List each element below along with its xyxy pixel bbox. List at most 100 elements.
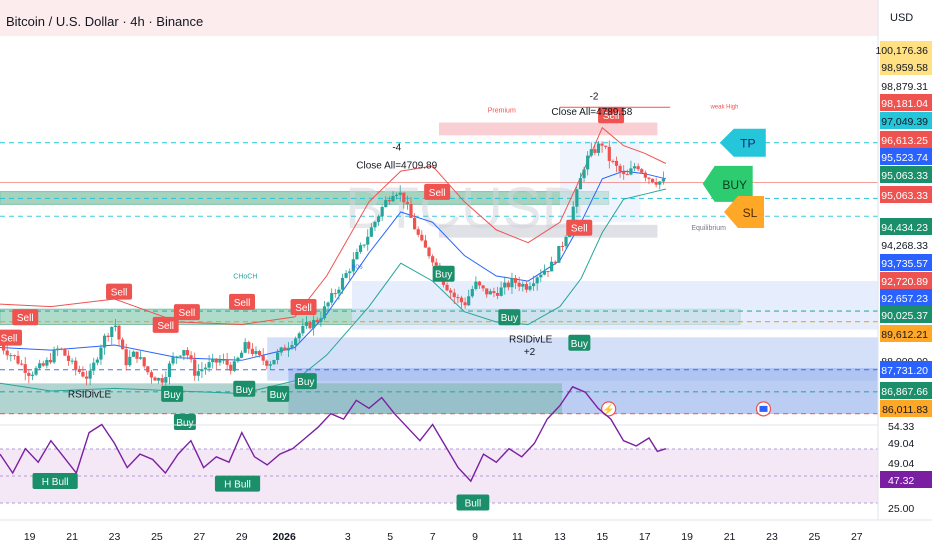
candle-body — [413, 217, 417, 230]
candle-body — [355, 251, 359, 260]
candle-body — [218, 360, 222, 363]
sell-signal-3: Sell — [157, 321, 174, 332]
candle-body — [376, 216, 381, 222]
x-tick-9: 7 — [430, 531, 436, 543]
candle-body — [416, 229, 420, 235]
candle-body — [445, 284, 449, 291]
candle-body — [589, 149, 593, 156]
candle-body — [2, 345, 6, 351]
candle-body — [135, 351, 139, 359]
x-tick-17: 23 — [766, 531, 778, 543]
candle-body — [102, 335, 107, 348]
candle-body — [30, 374, 35, 376]
candle-body — [117, 325, 121, 340]
y-label-bg-7 — [880, 166, 932, 183]
candle-body — [56, 348, 60, 351]
candle-body — [452, 292, 456, 298]
candle-body — [149, 372, 154, 378]
y-label-14: 90,025.37 — [881, 310, 928, 322]
x-tick-12: 13 — [554, 531, 566, 543]
candle-body — [391, 196, 395, 202]
candle-body — [12, 355, 17, 357]
y-label-bg-1 — [880, 58, 932, 75]
candle-body — [477, 281, 482, 286]
candle-body — [157, 378, 161, 381]
rsi-y-label-1: 49.04 — [888, 438, 914, 450]
candle-body — [362, 244, 366, 246]
y-label-bg-17 — [880, 361, 932, 378]
candle-body — [20, 363, 24, 365]
candle-body — [110, 326, 114, 337]
candle-body — [106, 335, 110, 337]
sell-signal-1: Sell — [17, 313, 34, 324]
y-label-13: 92,657.23 — [881, 293, 928, 305]
rsi-y-label-2: 49.04 — [888, 458, 914, 470]
annotations-layer: Sell Sell Sell Sell Sell Sell Sell Sell Sell Sell… — [0, 92, 772, 430]
tp-callout — [719, 128, 766, 157]
candle-body — [59, 348, 63, 350]
sell-signal-8: Sell — [571, 224, 588, 235]
sell-signal-6: Sell — [295, 303, 312, 314]
candle-body — [322, 306, 327, 319]
rsi-layer: H Bull H Bull Bull — [0, 385, 667, 511]
y-label-bg-3 — [880, 94, 932, 111]
sell-signal-4-bg — [173, 304, 200, 321]
candle-body — [636, 166, 640, 170]
y-label-6: 95,523.74 — [881, 152, 928, 164]
rsi-line — [0, 385, 667, 483]
time-axis[interactable] — [0, 520, 932, 550]
candle-body — [492, 291, 496, 293]
rsi-label-1: H Bull — [224, 480, 251, 491]
top-band — [0, 0, 878, 36]
x-tick-1: 21 — [66, 531, 78, 543]
candle-body — [279, 347, 283, 353]
x-axis-labels: 19 21 23 25 27 29 2026 3 5 7 9 11 13 15 17 19 21 23 25 27 — [24, 531, 863, 543]
candle-body — [557, 245, 561, 263]
candle-body — [582, 169, 586, 179]
candle-body — [160, 378, 164, 383]
premium-label: Premium — [488, 107, 516, 114]
candle-body — [236, 357, 240, 362]
candle-body — [499, 287, 503, 296]
candle-body — [340, 277, 345, 290]
candle-body — [16, 355, 20, 364]
candle-body — [431, 256, 435, 263]
y-label-18: 86,867.66 — [881, 386, 928, 398]
candle-body — [560, 245, 565, 247]
y-label-bg-14 — [880, 306, 932, 323]
candle-body — [369, 227, 373, 237]
sell-signal-2-bg — [106, 283, 133, 300]
buy-signal-3: Buy — [435, 270, 452, 281]
sl-label: SL — [743, 206, 758, 220]
sell-signal-5-bg — [229, 293, 256, 310]
y-label-bg-19 — [880, 400, 932, 417]
buy-signal-0-bg — [161, 385, 184, 402]
candle-body — [658, 181, 662, 185]
candle-body — [481, 285, 485, 289]
candle-body — [420, 234, 424, 241]
candle-body — [348, 271, 352, 274]
x-tick-8: 5 — [387, 531, 393, 543]
blue-box — [352, 281, 878, 330]
candle-body — [189, 355, 193, 360]
y-label-bg-11 — [880, 254, 932, 271]
candle-body — [283, 347, 287, 351]
y-label-bg-13 — [880, 289, 932, 306]
buy-signal-2: Buy — [270, 390, 287, 401]
candle-body — [542, 270, 547, 275]
candle-body — [535, 277, 539, 284]
candle-body — [629, 168, 633, 175]
candle-body — [247, 342, 251, 349]
candle-body — [27, 372, 31, 376]
candle-body — [5, 350, 9, 356]
candle-body — [265, 360, 269, 366]
candle-body — [81, 371, 85, 377]
candle-body — [333, 293, 337, 295]
tp-label: TP — [740, 137, 755, 151]
y-label-bg-0 — [880, 41, 932, 58]
candle-body — [250, 348, 254, 354]
sell-signal-7-bg — [424, 183, 451, 200]
rsi-label-0: H Bull — [42, 477, 69, 488]
candle-body — [510, 278, 514, 288]
